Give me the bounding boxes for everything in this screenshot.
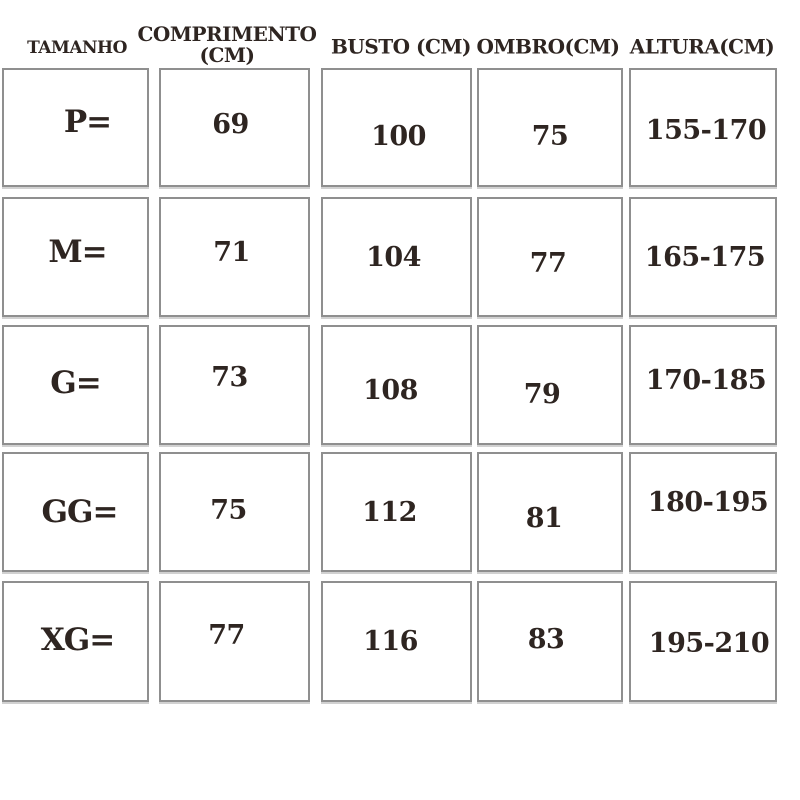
column-header-busto: BUSTO (CM) [330, 34, 472, 59]
cell-text: 75 [210, 494, 247, 526]
cell-text: 77 [208, 620, 245, 651]
table-cell: 77 [477, 197, 623, 317]
cell-text: 195-210 [648, 628, 770, 659]
cell-text: 104 [366, 241, 421, 273]
cell-text: 100 [371, 121, 426, 152]
table-cell: 108 [321, 325, 472, 445]
table-cell: 83 [477, 581, 623, 702]
table-cell: 75 [477, 68, 623, 187]
table-cell-size-m: M= [2, 197, 149, 317]
cell-text: 79 [523, 378, 561, 410]
table-cell: 170-185 [629, 325, 777, 445]
cell-text: GG= [41, 494, 119, 530]
table-cell: 165-175 [629, 197, 777, 317]
cell-text: 71 [213, 236, 250, 268]
column-header-altura: ALTURA(CM) [629, 34, 775, 59]
cell-text: 83 [527, 624, 565, 655]
cell-text: 77 [529, 247, 567, 279]
table-cell: 116 [321, 581, 472, 702]
cell-text: 155-170 [645, 115, 767, 146]
cell-text: G= [50, 365, 101, 401]
cell-text: 73 [211, 361, 248, 393]
table-cell: 100 [321, 68, 472, 187]
table-cell: 112 [321, 452, 472, 572]
table-cell: 71 [159, 197, 310, 317]
cell-text: 180-195 [647, 486, 769, 518]
table-cell-size-xg: XG= [2, 581, 149, 702]
table-cell: 73 [159, 325, 310, 445]
column-header-tamanho: TAMANHO [27, 38, 127, 59]
table-cell: 155-170 [629, 68, 777, 187]
column-header-comprimento: COMPRIMENTO (CM) [137, 22, 317, 67]
cell-text: 165-175 [644, 241, 766, 273]
cell-text: 108 [363, 374, 418, 406]
table-cell: 79 [477, 325, 623, 445]
cell-text: 75 [531, 121, 569, 152]
cell-text: 69 [212, 109, 249, 140]
table-cell: 81 [477, 452, 623, 572]
table-cell-size-gg: GG= [2, 452, 149, 572]
table-cell: 69 [159, 68, 310, 187]
cell-text: 170-185 [645, 364, 767, 396]
cell-text: 116 [363, 626, 418, 657]
column-header-ombro: OMBRO(CM) [476, 34, 621, 59]
table-cell: 77 [159, 581, 310, 702]
cell-text: XG= [40, 621, 116, 658]
table-cell-size-g: G= [2, 325, 149, 445]
cell-text: 81 [525, 502, 563, 534]
table-cell: 180-195 [629, 452, 777, 572]
cell-text: M= [48, 234, 107, 270]
table-cell: 104 [321, 197, 472, 317]
cell-text: P= [63, 103, 112, 140]
cell-text: 112 [362, 496, 417, 528]
table-cell: 75 [159, 452, 310, 572]
table-cell: 195-210 [629, 581, 777, 702]
table-cell-size-p: P= [2, 68, 149, 187]
